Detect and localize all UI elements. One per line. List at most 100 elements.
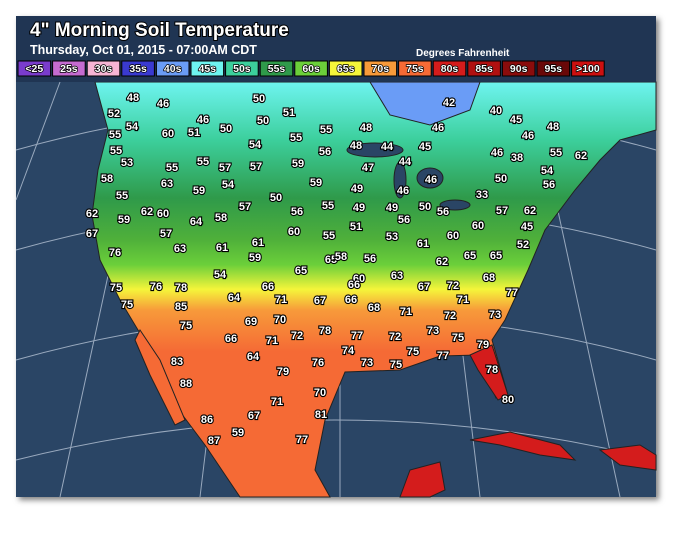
temperature-reading: 62: [436, 256, 448, 268]
temperature-reading: 66: [225, 333, 237, 345]
temperature-reading: 60: [288, 226, 300, 238]
legend-swatch: [363, 60, 398, 77]
temperature-reading: 56: [364, 253, 376, 265]
temperature-reading: 42: [443, 97, 455, 109]
temperature-reading: 62: [524, 205, 536, 217]
temperature-reading: 79: [277, 366, 289, 378]
temperature-reading: 77: [506, 287, 518, 299]
temperature-reading: 80: [502, 394, 514, 406]
land: [91, 81, 657, 498]
legend-label: 55s: [268, 63, 286, 75]
temperature-reading: 55: [110, 145, 122, 157]
subtitle: Thursday, Oct 01, 2015 - 07:00AM CDT: [30, 43, 257, 57]
temperature-reading: 63: [174, 243, 186, 255]
legend-label: <25: [25, 63, 43, 75]
temperature-reading: 71: [271, 396, 283, 408]
temperature-reading: 64: [228, 292, 241, 304]
temperature-reading: 75: [390, 359, 402, 371]
temperature-reading: 55: [320, 124, 332, 136]
temperature-reading: 72: [291, 330, 303, 342]
temperature-reading: 50: [253, 93, 265, 105]
temperature-reading: 50: [495, 173, 507, 185]
temperature-reading: 66: [348, 279, 360, 291]
temperature-reading: 66: [262, 281, 274, 293]
temperature-reading: 71: [266, 335, 278, 347]
legend-swatch: [86, 60, 121, 77]
temperature-reading: 63: [161, 178, 173, 190]
temperature-reading: 46: [522, 130, 534, 142]
temperature-reading: 75: [110, 282, 122, 294]
legend-label: 35s: [129, 63, 147, 75]
temperature-reading: 48: [547, 121, 559, 133]
temperature-reading: 46: [197, 114, 209, 126]
legend-label: 90s: [510, 63, 528, 75]
temperature-reading: 52: [517, 239, 529, 251]
temperature-reading: 76: [150, 281, 162, 293]
temperature-reading: 75: [407, 346, 419, 358]
cuba: [469, 431, 577, 461]
legend-swatch: [432, 60, 467, 77]
temperature-reading: 47: [362, 162, 374, 174]
temperature-reading: 67: [314, 295, 326, 307]
temperature-reading: 64: [247, 351, 260, 363]
temperature-reading: 54: [222, 179, 235, 191]
legend-swatch: [398, 60, 432, 77]
temperature-reading: 55: [290, 132, 302, 144]
temperature-reading: 58: [101, 173, 113, 185]
temperature-reading: 57: [239, 201, 251, 213]
temperature-reading: 55: [109, 129, 121, 141]
temperature-reading: 69: [245, 316, 257, 328]
temperature-reading: 74: [342, 345, 355, 357]
florida: [469, 344, 509, 401]
temperature-reading: 79: [477, 339, 489, 351]
temperature-reading: 67: [418, 281, 430, 293]
temperature-reading: 49: [386, 202, 398, 214]
temperature-reading: 88: [180, 378, 192, 390]
temperature-reading: 67: [248, 410, 260, 422]
temperature-reading: 68: [483, 272, 495, 284]
temperature-reading: 56: [543, 179, 555, 191]
temperature-reading: 55: [116, 190, 128, 202]
temperature-reading: 48: [127, 92, 139, 104]
legend-swatch: [52, 60, 86, 77]
temperature-reading: 60: [162, 128, 174, 140]
temperature-reading: 54: [126, 121, 139, 133]
title: 4" Morning Soil Temperature: [30, 20, 289, 41]
temperature-reading: 78: [175, 282, 187, 294]
temperature-reading: 77: [296, 434, 308, 446]
temperature-reading: 60: [353, 273, 365, 285]
legend-swatch: [571, 60, 605, 77]
temperature-reading: 75: [452, 332, 464, 344]
legend-swatch: [17, 60, 52, 77]
temperature-reading: 48: [350, 140, 362, 152]
temperature-reading: 64: [190, 216, 203, 228]
temperature-reading: 59: [232, 427, 244, 439]
temperature-reading: 63: [391, 270, 403, 282]
temperature-reading: 53: [386, 231, 398, 243]
temperature-reading: 76: [109, 247, 121, 259]
temperature-reading: 72: [444, 310, 456, 322]
temperature-reading: 62: [141, 206, 153, 218]
temperature-reading: 59: [292, 158, 304, 170]
temperature-reading: 57: [160, 228, 172, 240]
legend: <25 25s 30s 35s 40s 45s 50s 55s 60s 65s 70s 75s 80s 8…: [17, 60, 605, 77]
legend-swatch: [121, 60, 155, 77]
temperature-reading: 65: [295, 265, 307, 277]
temperature-reading: 60: [472, 220, 484, 232]
great-lakes: [346, 142, 471, 211]
temperature-reading: 54: [214, 269, 227, 281]
temperature-reading: 50: [220, 123, 232, 135]
temperature-reading: 71: [457, 294, 469, 306]
legend-label: 45s: [199, 63, 217, 75]
temperature-reading: 60: [447, 230, 459, 242]
temperature-reading: 56: [437, 206, 449, 218]
temperature-reading: 73: [489, 309, 501, 321]
legend-swatch: [190, 60, 225, 77]
temperature-reading: 86: [201, 414, 213, 426]
temperature-reading: 56: [291, 206, 303, 218]
temperature-reading: 77: [351, 330, 363, 342]
legend-swatch: [259, 60, 294, 77]
temperature-reading: 72: [389, 331, 401, 343]
temperature-reading: 51: [350, 221, 362, 233]
